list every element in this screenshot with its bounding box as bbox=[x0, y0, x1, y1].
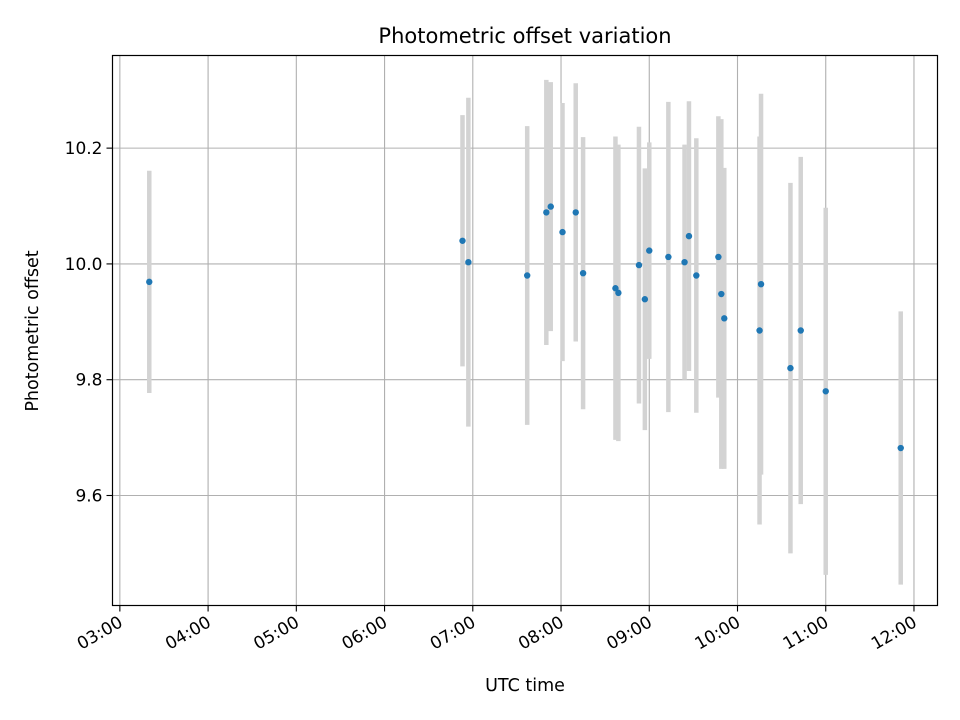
y-tick-label: 10.2 bbox=[65, 139, 103, 159]
data-point bbox=[547, 203, 554, 210]
y-tick-label: 9.8 bbox=[75, 371, 102, 391]
data-point bbox=[757, 280, 765, 288]
data-point bbox=[543, 209, 550, 216]
chart-title: Photometric offset variation bbox=[378, 24, 671, 48]
data-point bbox=[715, 253, 722, 261]
y-tick-label: 9.6 bbox=[75, 487, 102, 507]
plot-frame bbox=[111, 54, 939, 607]
data-point bbox=[665, 253, 672, 261]
data-point bbox=[579, 269, 587, 277]
data-point bbox=[459, 237, 466, 244]
data-point bbox=[787, 364, 794, 372]
data-point bbox=[756, 327, 763, 334]
data-point bbox=[146, 278, 153, 286]
data-point bbox=[635, 261, 643, 269]
data-point bbox=[612, 285, 619, 292]
data-point bbox=[615, 289, 622, 297]
data-point bbox=[718, 290, 725, 298]
data-point bbox=[685, 232, 693, 240]
y-axis-label: Photometric offset bbox=[23, 250, 43, 411]
x-axis-label: UTC time bbox=[485, 676, 565, 696]
data-point bbox=[646, 247, 653, 254]
data-point bbox=[797, 327, 804, 334]
data-point bbox=[721, 315, 728, 322]
data-point bbox=[572, 209, 579, 216]
data-point bbox=[524, 272, 531, 279]
data-point bbox=[693, 272, 700, 279]
data-point bbox=[641, 296, 649, 303]
data-point bbox=[681, 258, 688, 266]
data-point bbox=[822, 388, 829, 395]
data-point bbox=[559, 228, 566, 236]
data-points bbox=[146, 203, 904, 452]
data-point bbox=[465, 258, 472, 266]
y-tick-label: 10.0 bbox=[65, 255, 103, 275]
data-point bbox=[897, 444, 904, 452]
